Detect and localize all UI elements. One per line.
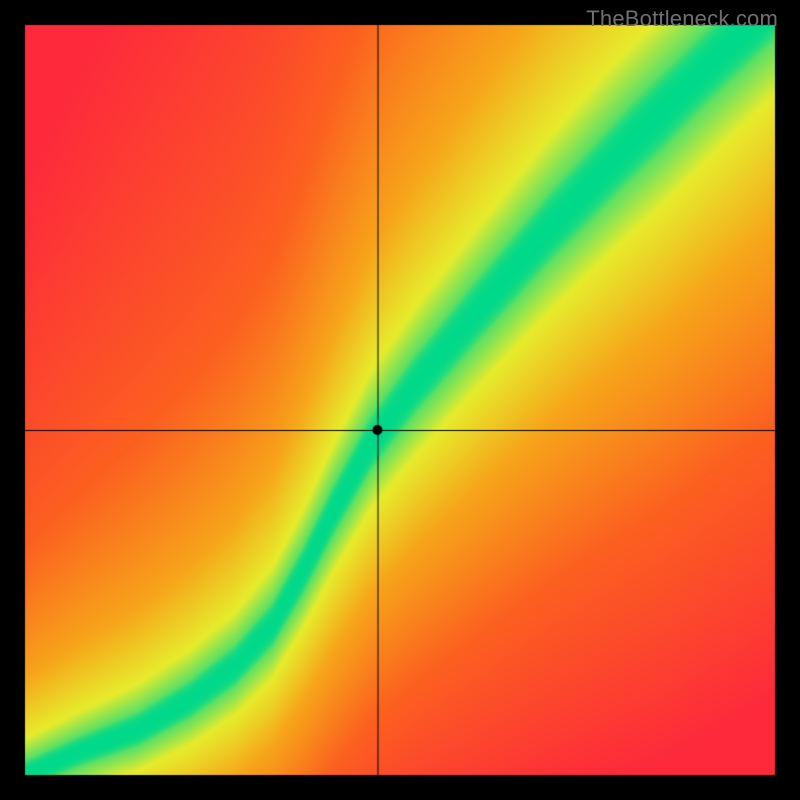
bottleneck-heatmap <box>0 0 800 800</box>
watermark-text: TheBottleneck.com <box>586 6 778 32</box>
